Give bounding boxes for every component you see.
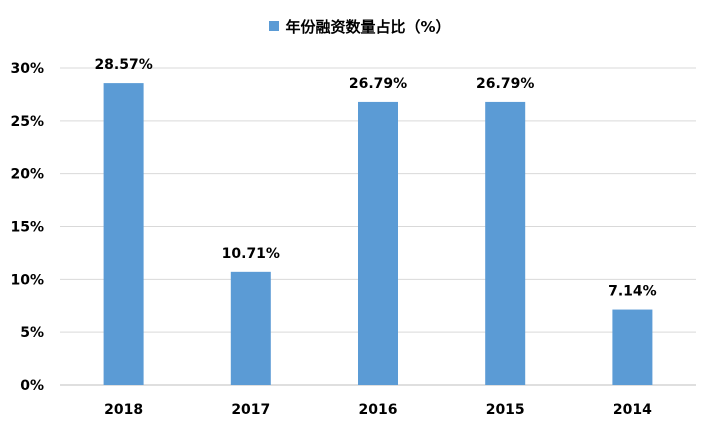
bar <box>103 83 144 385</box>
y-axis-ticks: 0% 5% 10% 15% 20% 25% 30% <box>10 61 44 394</box>
x-axis-ticks: 2018 2017 2016 2015 2014 <box>104 402 652 418</box>
data-label: 28.57% <box>94 57 152 73</box>
x-tick-label: 2018 <box>104 402 143 418</box>
bar <box>485 101 526 385</box>
data-label: 26.79% <box>476 76 534 92</box>
legend-label: 年份融资数量占比（%） <box>285 18 451 36</box>
y-tick-label: 10% <box>10 272 44 288</box>
bar <box>612 309 653 385</box>
data-label: 10.71% <box>222 246 280 262</box>
legend-swatch <box>269 21 280 31</box>
data-label: 7.14% <box>608 284 657 300</box>
x-tick-label: 2014 <box>613 402 652 418</box>
x-tick-label: 2017 <box>231 402 270 418</box>
data-labels: 28.57% 10.71% 26.79% 26.79% 7.14% <box>94 57 656 299</box>
y-tick-label: 30% <box>10 61 44 77</box>
bar <box>358 101 398 385</box>
data-label: 26.79% <box>349 76 407 92</box>
legend: 年份融资数量占比（%） <box>0 16 720 37</box>
bars <box>103 83 653 385</box>
x-tick-label: 2015 <box>486 402 525 418</box>
y-tick-label: 15% <box>10 220 44 236</box>
y-tick-label: 0% <box>20 378 44 394</box>
y-tick-label: 25% <box>10 114 44 130</box>
y-tick-label: 20% <box>10 167 44 183</box>
x-tick-label: 2016 <box>359 402 398 418</box>
bar <box>230 271 271 385</box>
y-tick-label: 5% <box>20 325 44 341</box>
